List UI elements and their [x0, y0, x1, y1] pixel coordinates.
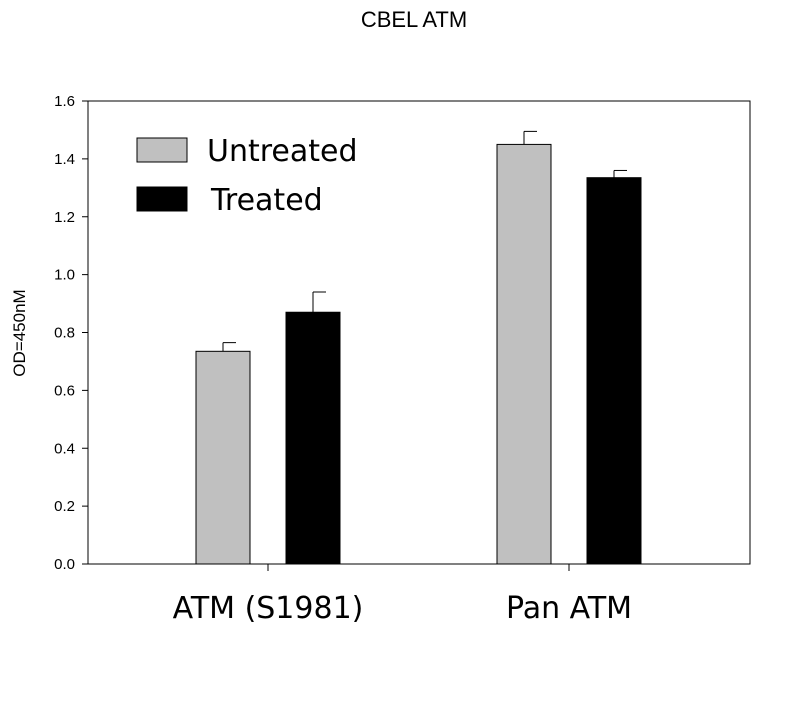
y-tick-label: 1.4 — [54, 151, 75, 168]
legend: Untreated Treated — [136, 134, 358, 218]
chart-title: CBEL ATM — [361, 7, 467, 32]
y-tick-label: 1.6 — [54, 93, 75, 110]
y-tick-label: 0.8 — [54, 325, 75, 342]
x-category-label: ATM (S1981) — [173, 591, 364, 626]
y-tick-label: 1.0 — [54, 267, 75, 284]
bar-untreated — [195, 350, 251, 565]
plot-frame — [87, 100, 751, 565]
y-axis: 0.0 0.2 0.4 0.6 0.8 1.0 1.2 1.4 1.6 — [54, 93, 88, 573]
y-tick-label: 0.0 — [54, 556, 75, 573]
legend-label-untreated: Untreated — [207, 134, 358, 169]
bar-treated — [285, 311, 341, 565]
legend-swatch-untreated — [136, 137, 188, 163]
y-tick-label: 0.4 — [54, 440, 75, 457]
y-tick-label: 0.6 — [54, 382, 75, 399]
y-tick-label: 0.2 — [54, 498, 75, 515]
x-category-label: Pan ATM — [506, 591, 632, 626]
x-axis: ATM (S1981) Pan ATM — [173, 564, 632, 626]
y-tick-label: 1.2 — [54, 209, 75, 226]
y-axis-label: OD=450nM — [10, 289, 29, 376]
bar-untreated — [496, 143, 552, 565]
legend-label-treated: Treated — [210, 183, 323, 218]
bar-treated — [586, 177, 642, 565]
bars — [195, 130, 642, 565]
legend-swatch-treated — [136, 186, 188, 212]
